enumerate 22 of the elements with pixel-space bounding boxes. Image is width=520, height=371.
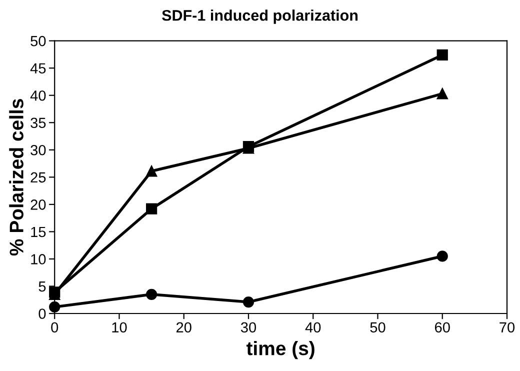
x-tick-label: 70: [500, 322, 515, 333]
x-tick-label: 50: [370, 322, 386, 333]
y-tick-label: 30: [30, 144, 46, 156]
x-tick-label: 60: [435, 322, 450, 333]
y-tick-label: 40: [30, 90, 46, 101]
x-tick-label: 10: [112, 322, 127, 333]
y-tick-label: 10: [31, 254, 46, 264]
y-tick-label: 0: [38, 308, 46, 319]
x-tick-label: 30: [240, 322, 256, 333]
x-tick-label: 0: [51, 322, 58, 333]
y-tick-label: 5: [38, 281, 46, 292]
y-tick-label: 15: [31, 226, 46, 238]
y-tick-label: 45: [30, 63, 46, 74]
y-axis-title: % Polarized cells: [9, 99, 24, 256]
x-tick-label: 20: [176, 322, 192, 333]
y-tick-label: 20: [30, 200, 46, 210]
chart-title: SDF-1 induced polarization: [162, 10, 358, 24]
y-tick-label: 50: [30, 36, 46, 46]
y-tick-label: 35: [30, 118, 46, 128]
x-axis-title: time (s): [246, 340, 314, 360]
y-tick-label: 25: [30, 172, 46, 183]
x-tick-label: 40: [305, 322, 321, 333]
